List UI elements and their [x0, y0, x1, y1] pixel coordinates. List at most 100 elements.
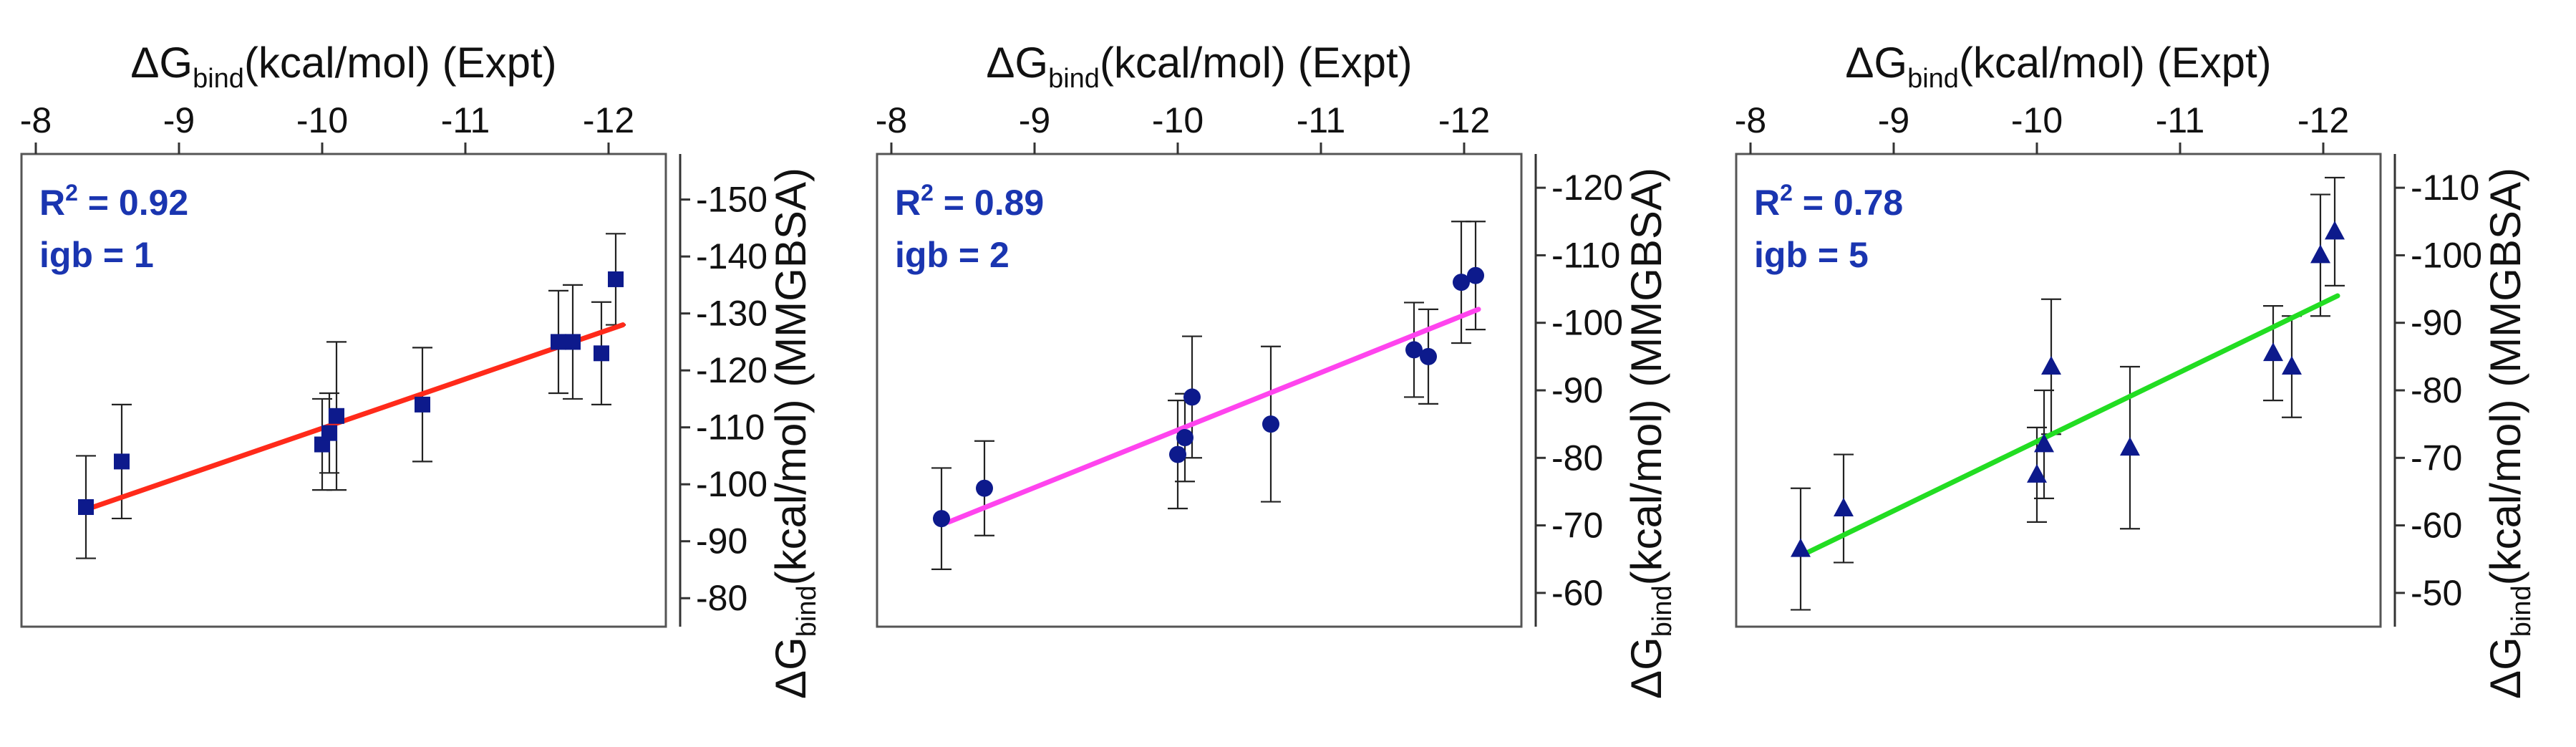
y-tick-label: -100	[696, 464, 768, 504]
data-point-marker	[415, 396, 430, 413]
data-point-marker	[1453, 274, 1470, 291]
data-point-marker	[933, 510, 950, 528]
fit-line	[90, 322, 626, 510]
r-squared-symbol: R	[1754, 183, 1780, 223]
data-point-marker	[2120, 437, 2140, 456]
x-axis-title-suffix: (kcal/mol) (Expt)	[1100, 39, 1413, 87]
y-axis-title: ΔGbind(kcal/mol) (MMGBSA)	[1622, 168, 1677, 699]
y-axis-title-prefix: ΔG	[1622, 637, 1670, 699]
data-point-marker	[1467, 266, 1484, 284]
x-axis-title: ΔGbind(kcal/mol) (Expt)	[1845, 39, 2271, 94]
data-point-marker	[1405, 341, 1423, 359]
y-axis-title-suffix: (kcal/mol) (MMGBSA)	[767, 168, 815, 585]
y-tick-label: -80	[1551, 438, 1603, 478]
y-tick-label: -80	[696, 578, 747, 618]
x-axis-title-subscript: bind	[193, 64, 244, 94]
r-squared-exponent: 2	[1780, 180, 1793, 206]
data-point-marker	[321, 425, 337, 441]
y-tick-label: -60	[1551, 573, 1603, 613]
x-tick-label: -10	[2011, 100, 2063, 140]
y-tick-label: -130	[696, 294, 768, 334]
r-squared-value: = 0.89	[934, 183, 1044, 223]
y-tick-label: -80	[2411, 370, 2462, 410]
x-axis-title-prefix: ΔG	[130, 39, 193, 87]
chart-panel-2: -8 -9 -10 -11 -12-60-70-80-90-100-110-120ΔGb…	[876, 39, 1677, 699]
data-point-marker	[551, 334, 566, 350]
r-squared-exponent: 2	[921, 180, 934, 206]
x-tick-label: -8	[20, 100, 52, 140]
igb-label: igb = 5	[1754, 235, 1869, 275]
y-tick-label: -110	[696, 408, 765, 448]
data-point-marker	[1262, 415, 1279, 433]
data-point-marker	[78, 499, 94, 516]
data-point-marker	[2310, 244, 2330, 264]
r-squared-value: = 0.78	[1793, 183, 1903, 223]
plot-frame	[20, 153, 667, 628]
data-point-marker	[608, 271, 624, 287]
y-axis-title-subscript: bind	[792, 585, 822, 637]
x-axis-title-subscript: bind	[1907, 64, 1959, 94]
y-axis-title-subscript: bind	[1647, 585, 1677, 637]
x-axis-title-suffix: (kcal/mol) (Expt)	[1959, 39, 2272, 87]
x-tick-label: -8	[1735, 100, 1766, 140]
data-point-marker	[565, 334, 581, 350]
y-tick-label: -110	[1551, 235, 1620, 275]
x-axis-title: ΔGbind(kcal/mol) (Expt)	[986, 39, 1412, 94]
x-axis-title-suffix: (kcal/mol) (Expt)	[244, 39, 557, 87]
r-squared-label: R2 = 0.92	[39, 180, 188, 223]
x-tick-label: -8	[876, 100, 907, 140]
plot-frame	[876, 153, 1523, 628]
igb-label: igb = 2	[895, 235, 1009, 275]
data-point-marker	[1791, 538, 1811, 557]
r-squared-symbol: R	[39, 183, 65, 223]
chart-panel-3: -8 -9 -10 -11 -12-50-60-70-80-90-100-110ΔGbi…	[1735, 39, 2537, 699]
r-squared-value: = 0.92	[78, 183, 188, 223]
y-tick-label: -90	[1551, 370, 1603, 410]
x-tick-label: -11	[441, 100, 490, 140]
x-tick-label: -12	[583, 100, 634, 140]
data-point-marker	[2325, 221, 2345, 240]
y-tick-label: -140	[696, 236, 768, 276]
chart-panel-1: -8 -9 -10 -11 -12 -80 -90 -100 -110 -120 -130 -140 -…	[20, 39, 822, 699]
x-tick-label: -10	[296, 100, 348, 140]
y-tick-label: -100	[1551, 303, 1623, 343]
data-point-marker	[329, 408, 344, 424]
y-axis-title-prefix: ΔG	[2481, 637, 2529, 699]
x-tick-label: -9	[163, 100, 195, 140]
data-point-marker	[1183, 388, 1201, 406]
data-point-marker	[2041, 356, 2061, 375]
x-axis-title-prefix: ΔG	[1845, 39, 1907, 87]
y-tick-label: -70	[2411, 438, 2462, 478]
fit-line	[946, 307, 1481, 525]
y-axis-title-suffix: (kcal/mol) (MMGBSA)	[1622, 168, 1670, 585]
data-point-marker	[1420, 347, 1437, 365]
x-tick-label: -9	[1878, 100, 1909, 140]
data-point-marker	[2263, 342, 2283, 362]
data-point-marker	[594, 345, 609, 362]
x-axis-title-subscript: bind	[1048, 64, 1100, 94]
data-point-marker	[2282, 356, 2302, 375]
y-tick-label: -50	[2411, 573, 2462, 613]
x-axis-title: ΔGbind(kcal/mol) (Expt)	[130, 39, 556, 94]
data-point-marker	[2034, 433, 2054, 453]
y-tick-label: -100	[2411, 235, 2482, 275]
y-tick-label: -90	[2411, 303, 2462, 343]
y-tick-label: -70	[1551, 506, 1603, 546]
y-axis-title-suffix: (kcal/mol) (MMGBSA)	[2481, 168, 2529, 585]
y-tick-label: -90	[696, 521, 747, 562]
x-tick-label: -12	[1438, 100, 1490, 140]
y-tick-label: -120	[1551, 168, 1623, 208]
plot-frame	[1735, 153, 2382, 628]
r-squared-symbol: R	[895, 183, 921, 223]
x-tick-label: -12	[2297, 100, 2349, 140]
data-point-marker	[1176, 429, 1193, 446]
fit-line	[1805, 293, 2340, 555]
data-point-marker	[976, 479, 993, 497]
r-squared-label: R2 = 0.89	[895, 180, 1044, 223]
data-point-marker	[114, 453, 130, 470]
y-axis-title-prefix: ΔG	[767, 637, 815, 699]
y-tick-label: -60	[2411, 506, 2462, 546]
y-axis-title: ΔGbind(kcal/mol) (MMGBSA)	[767, 168, 822, 699]
y-tick-label: -150	[696, 180, 768, 220]
